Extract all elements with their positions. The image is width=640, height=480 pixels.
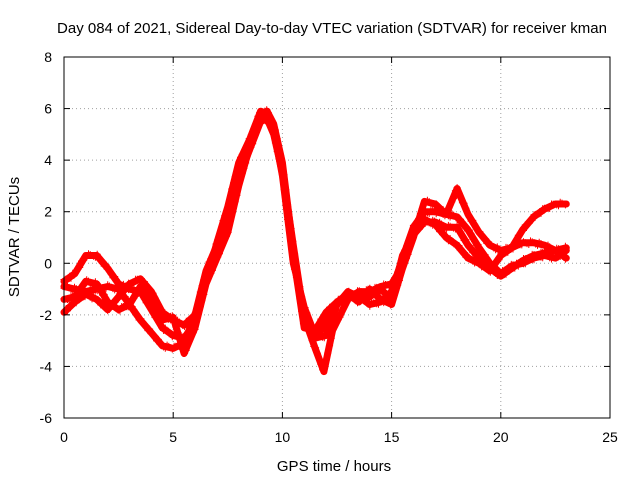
y-tick-label: 6: [44, 101, 52, 117]
y-axis-label: SDTVAR / TECUs: [6, 177, 23, 297]
x-tick-label: 15: [384, 429, 400, 445]
x-tick-label: 25: [602, 429, 618, 445]
axis-ticks: [63, 56, 611, 419]
x-tick-label: 0: [60, 429, 68, 445]
y-tick-label: -6: [40, 410, 53, 426]
y-tick-label: 0: [44, 255, 52, 271]
series-track-4: [60, 107, 570, 357]
y-tick-label: -4: [40, 358, 53, 374]
y-tick-label: 4: [44, 152, 52, 168]
chart-title: Day 084 of 2021, Sidereal Day-to-day VTE…: [57, 20, 607, 37]
y-tick-label: -2: [40, 307, 53, 323]
x-tick-label: 20: [493, 429, 509, 445]
plot-frame: [63, 56, 611, 419]
x-tick-label: 10: [275, 429, 291, 445]
y-tick-label: 8: [44, 49, 52, 65]
x-tick-label: 5: [169, 429, 177, 445]
tick-labels: 0 5 10 15 20 25 -6 -4 -2 0 2 4 6 8: [40, 49, 618, 445]
x-axis-label: GPS time / hours: [277, 458, 391, 475]
y-tick-label: 2: [44, 204, 52, 220]
